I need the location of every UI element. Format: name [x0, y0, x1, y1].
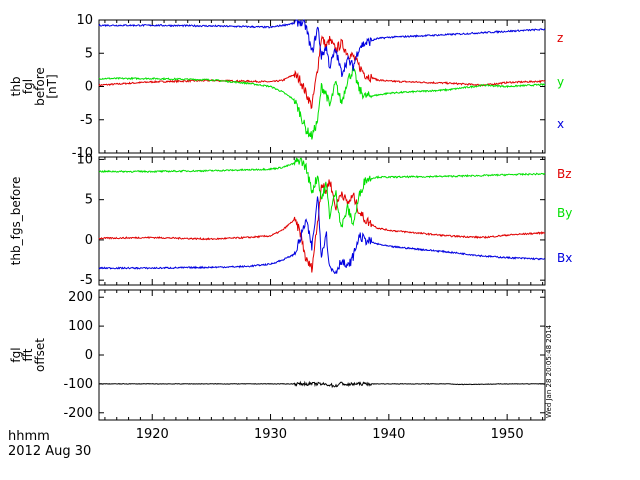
- panel-frame: [98, 156, 546, 286]
- legend-label-bx: Bx: [557, 251, 572, 265]
- series-line-bz: [98, 179, 546, 273]
- time-axis-label: hhmm: [8, 429, 50, 444]
- panel-3: 200 100 0 -100 -200 1920 1930 1940 1950 fglfftoff…: [9, 289, 546, 442]
- y-tick-label: -100: [63, 377, 93, 392]
- y-tick-label: -200: [63, 406, 93, 421]
- y-axis-label: fft: [21, 348, 35, 361]
- y-tick-label: -5: [80, 273, 93, 288]
- panel-frame: [98, 289, 546, 421]
- legend-label-y: y: [557, 75, 564, 89]
- y-tick-label: 10: [76, 152, 93, 167]
- y-axis-label: thb: [9, 77, 23, 97]
- series-line-x: [98, 19, 546, 78]
- series-line-offset: [99, 380, 546, 389]
- y-tick-label: -10: [72, 146, 93, 161]
- y-tick-label: 200: [68, 290, 93, 305]
- x-tick-label: 1920: [136, 427, 169, 442]
- legend-label-x: x: [557, 117, 564, 131]
- y-axis-label: before: [33, 67, 47, 106]
- x-tick-label: 1940: [372, 427, 405, 442]
- y-tick-label: 0: [85, 348, 93, 363]
- y-tick-label: 0: [85, 233, 93, 248]
- series-line-y: [98, 65, 546, 140]
- legend-label-bz: Bz: [557, 167, 572, 181]
- y-axis-label: [nT]: [45, 74, 59, 98]
- timestamp-stamp: Wed Jan 28 20:05:48 2014: [545, 324, 553, 418]
- y-tick-label: 0: [85, 80, 93, 95]
- y-axis-label: fgl: [9, 347, 23, 362]
- y-axis-label: thb_fgs_before: [9, 177, 23, 266]
- date-label: 2012 Aug 30: [8, 444, 91, 459]
- y-tick-label: 100: [68, 319, 93, 334]
- y-tick-label: 5: [85, 46, 93, 61]
- y-axis-label: fgl: [21, 79, 35, 94]
- plot-panels: 1050-5-10thbfglbefore[nT]zyx1050-5thb_fg…: [9, 13, 572, 442]
- y-tick-label: 10: [76, 13, 93, 28]
- series-line-bx: [98, 196, 546, 275]
- x-tick-label: 1930: [254, 427, 287, 442]
- series-line-by: [98, 157, 546, 228]
- y-tick-label: 5: [85, 193, 93, 208]
- y-axis-label: offset: [33, 338, 47, 372]
- series-line-z: [98, 35, 546, 110]
- x-tick-label: 1950: [491, 427, 524, 442]
- legend-label-z: z: [557, 31, 563, 45]
- y-tick-label: -5: [80, 113, 93, 128]
- panel-2: 10 5 0 -5 thb_fgs_before Bz By Bx: [9, 152, 572, 288]
- legend-label-by: By: [557, 206, 572, 220]
